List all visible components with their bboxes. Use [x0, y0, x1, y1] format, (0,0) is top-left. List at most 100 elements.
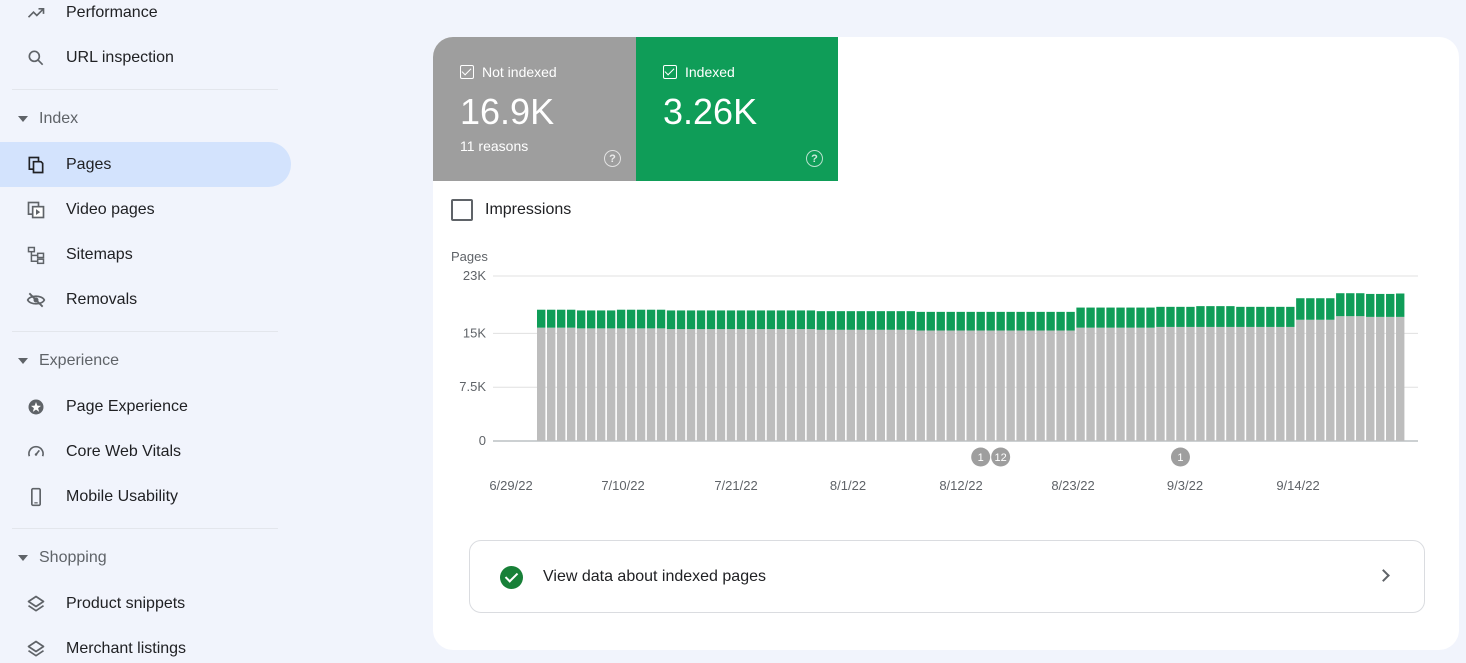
- bar-indexed: [1036, 311, 1045, 331]
- chevron-right-icon: [1377, 569, 1390, 582]
- bar-indexed: [1116, 307, 1125, 328]
- bar-indexed: [616, 309, 626, 329]
- indexed-stat-card[interactable]: Indexed 3.26K ?: [636, 37, 838, 181]
- bar-indexed: [1136, 307, 1145, 328]
- sidebar-item-removals[interactable]: Removals: [0, 277, 291, 322]
- annotation-marker: [991, 447, 1011, 467]
- bar-not-indexed: [1316, 319, 1325, 441]
- sidebar-item-performance[interactable]: Performance: [0, 0, 291, 35]
- bar-indexed: [976, 311, 985, 331]
- sidebar-item-label: Mobile Usability: [66, 487, 179, 505]
- sidebar-item-label: Product snippets: [66, 594, 186, 612]
- bar-not-indexed: [986, 330, 995, 441]
- sidebar-divider: [12, 331, 278, 332]
- bar-indexed: [1346, 293, 1355, 317]
- bar-indexed: [816, 311, 826, 330]
- section-shopping[interactable]: Shopping: [0, 543, 291, 573]
- bar-indexed: [1186, 306, 1195, 327]
- caret-down-icon: [18, 555, 28, 561]
- y-tick-label: 15K: [463, 325, 486, 340]
- impressions-toggle[interactable]: Impressions: [451, 199, 571, 221]
- help-icon[interactable]: ?: [806, 150, 823, 167]
- bar-not-indexed: [1326, 319, 1335, 441]
- bar-indexed: [546, 309, 556, 328]
- sidebar-item-mobile-usability[interactable]: Mobile Usability: [0, 474, 291, 519]
- help-icon[interactable]: ?: [604, 150, 621, 167]
- bar-not-indexed: [646, 328, 656, 441]
- bar-indexed: [1156, 306, 1165, 327]
- bar-indexed: [666, 310, 676, 330]
- not-indexed-stat-card[interactable]: Not indexed 16.9K 11 reasons ?: [433, 37, 636, 181]
- bar-indexed: [1236, 306, 1245, 327]
- sidebar-item-url-inspection[interactable]: URL inspection: [0, 35, 291, 80]
- bar-indexed: [796, 310, 806, 330]
- bar-not-indexed: [1066, 330, 1075, 441]
- bar-indexed: [896, 311, 905, 330]
- annotation-label: 1: [978, 452, 984, 464]
- sidebar-item-product-snippets[interactable]: Product snippets: [0, 581, 291, 626]
- x-tick-label: 6/29/22: [489, 478, 532, 493]
- section-label: Shopping: [39, 549, 107, 566]
- annotation-marker: [971, 447, 991, 467]
- bar-indexed: [1226, 306, 1235, 327]
- bar-indexed: [1376, 293, 1385, 317]
- sidebar-item-label: Removals: [66, 290, 138, 308]
- bar-indexed: [716, 310, 726, 330]
- bar-indexed: [956, 311, 965, 331]
- bar-indexed: [876, 311, 885, 330]
- not-indexed-value: 16.9K: [460, 91, 555, 132]
- bar-indexed: [846, 311, 856, 330]
- sidebar-item-core-web-vitals[interactable]: Core Web Vitals: [0, 429, 291, 474]
- checkbox-unchecked-icon[interactable]: [451, 199, 473, 221]
- bar-not-indexed: [876, 329, 885, 441]
- bar-indexed: [866, 311, 876, 330]
- x-tick-label: 8/12/22: [939, 478, 982, 493]
- bar-indexed: [646, 309, 656, 329]
- layers-icon: [24, 592, 48, 616]
- bar-not-indexed: [1056, 330, 1065, 441]
- bar-indexed: [906, 311, 915, 330]
- sidebar-item-label: Core Web Vitals: [66, 442, 182, 460]
- bar-not-indexed: [1046, 330, 1055, 441]
- sidebar-item-label: Merchant listings: [66, 639, 187, 657]
- sidebar-item-page-experience[interactable]: Page Experience: [0, 384, 291, 429]
- bar-indexed: [936, 311, 945, 331]
- bar-not-indexed: [676, 329, 686, 441]
- sidebar-item-pages[interactable]: Pages: [0, 142, 291, 187]
- bar-indexed: [946, 311, 955, 331]
- bar-not-indexed: [1226, 326, 1235, 441]
- bar-not-indexed: [776, 329, 786, 441]
- bar-not-indexed: [586, 328, 596, 441]
- bar-indexed: [1126, 307, 1135, 328]
- bar-not-indexed: [1266, 326, 1275, 441]
- sidebar-item-merchant-listings[interactable]: Merchant listings: [0, 626, 291, 663]
- view-indexed-pages-label: View data about indexed pages: [543, 567, 766, 585]
- eye-off-icon: [24, 288, 48, 312]
- sidebar-item-label: URL inspection: [66, 48, 174, 66]
- bar-not-indexed: [1166, 326, 1175, 441]
- view-indexed-pages-link[interactable]: View data about indexed pages: [469, 540, 1425, 613]
- sidebar-item-sitemaps[interactable]: Sitemaps: [0, 232, 291, 277]
- sidebar-item-video-pages[interactable]: Video pages: [0, 187, 291, 232]
- sidebar-item-label: Page Experience: [66, 397, 188, 415]
- phone-icon: [24, 485, 48, 509]
- section-label: Experience: [39, 352, 120, 369]
- bar-not-indexed: [1196, 326, 1205, 441]
- bar-indexed: [736, 310, 746, 330]
- bar-indexed: [1386, 293, 1395, 317]
- caret-down-icon: [18, 358, 28, 364]
- bar-indexed: [1206, 306, 1215, 327]
- section-experience[interactable]: Experience: [0, 346, 291, 376]
- bar-not-indexed: [1026, 330, 1035, 441]
- section-index[interactable]: Index: [0, 104, 291, 134]
- bar-not-indexed: [826, 329, 836, 441]
- bar-indexed: [786, 310, 796, 330]
- page-experience-icon: [24, 395, 48, 419]
- sidebar-item-label: Performance: [66, 3, 158, 21]
- bar-indexed: [1296, 298, 1305, 320]
- bar-not-indexed: [726, 329, 736, 441]
- bar-not-indexed: [1286, 326, 1295, 441]
- layers-icon: [24, 637, 48, 661]
- bar-indexed: [826, 311, 836, 330]
- bar-not-indexed: [1396, 316, 1405, 441]
